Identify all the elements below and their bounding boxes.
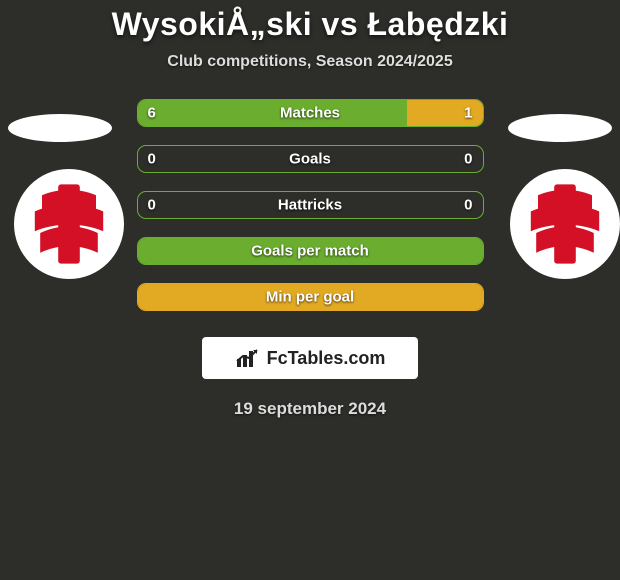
brand-text: FcTables.com (267, 348, 386, 369)
bar-label: Hattricks (278, 197, 342, 214)
bar-fill-left (138, 100, 407, 126)
stat-bar-gpm: Goals per match (137, 237, 484, 265)
decor-ellipse-left (8, 114, 112, 142)
bar-label: Matches (280, 105, 340, 122)
club-badge-left (14, 169, 124, 279)
club-logo-icon (520, 179, 610, 269)
bar-value-left: 6 (148, 105, 156, 122)
subtitle: Club competitions, Season 2024/2025 (0, 53, 620, 71)
bar-label: Min per goal (266, 289, 354, 306)
bar-value-right: 0 (464, 151, 472, 168)
title-player2: Łabędzki (368, 6, 509, 42)
stat-bar-goals: Goals 0 0 (137, 145, 484, 173)
bar-value-right: 1 (464, 105, 472, 122)
bar-value-left: 0 (148, 151, 156, 168)
footer: FcTables.com 19 september 2024 (0, 337, 620, 419)
stat-bar-mpg: Min per goal (137, 283, 484, 311)
brand-chart-icon (235, 347, 261, 369)
bar-label: Goals per match (251, 243, 369, 260)
club-badge-right (510, 169, 620, 279)
bar-value-right: 0 (464, 197, 472, 214)
brand-box: FcTables.com (202, 337, 418, 379)
bar-label: Goals (289, 151, 331, 168)
bar-value-left: 0 (148, 197, 156, 214)
title-player1: WysokiÅ„ski (112, 6, 313, 42)
date-text: 19 september 2024 (234, 399, 386, 419)
title-vs: vs (322, 6, 359, 42)
stat-bars: Matches 6 1 Goals 0 0 Hattricks 0 0 Goals per mat… (137, 99, 484, 311)
comparison-stage: Matches 6 1 Goals 0 0 Hattricks 0 0 Goals per mat… (0, 99, 620, 419)
decor-ellipse-right (508, 114, 612, 142)
club-logo-icon (24, 179, 114, 269)
root: WysokiÅ„ski vs Łabędzki Club competition… (0, 0, 620, 580)
stat-bar-hattricks: Hattricks 0 0 (137, 191, 484, 219)
stat-bar-matches: Matches 6 1 (137, 99, 484, 127)
page-title: WysokiÅ„ski vs Łabędzki (0, 6, 620, 43)
